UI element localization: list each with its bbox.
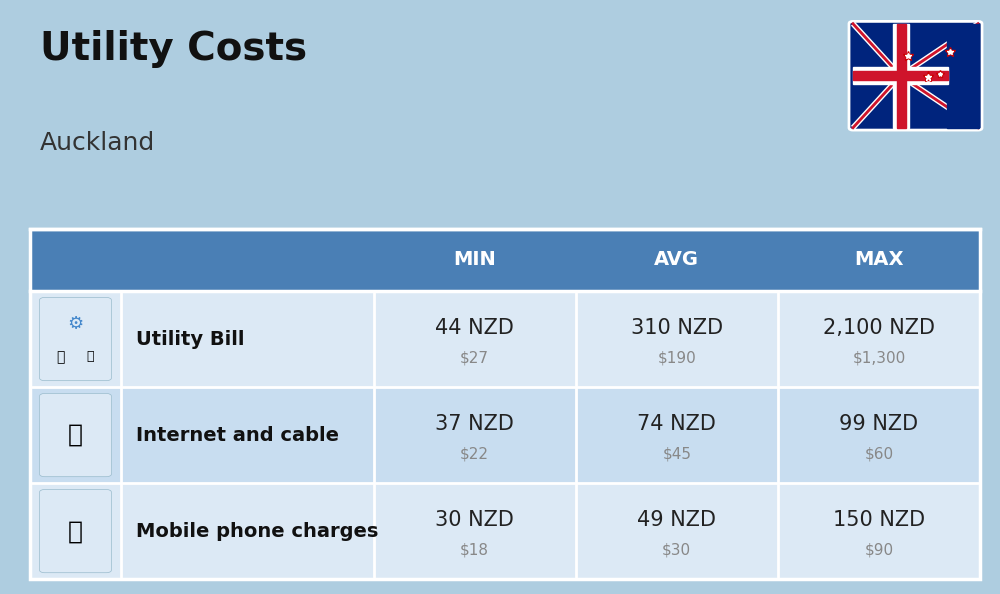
Text: 2,100 NZD: 2,100 NZD (823, 318, 935, 337)
Text: AVG: AVG (654, 251, 699, 269)
Text: $27: $27 (460, 351, 489, 366)
Text: MIN: MIN (453, 251, 496, 269)
Text: $190: $190 (657, 351, 696, 366)
Text: 99 NZD: 99 NZD (839, 413, 918, 434)
Text: $60: $60 (864, 447, 893, 462)
FancyBboxPatch shape (39, 298, 111, 381)
Bar (853, 71, 948, 80)
Text: MAX: MAX (854, 251, 904, 269)
Text: 74 NZD: 74 NZD (637, 413, 716, 434)
Text: ⚙: ⚙ (67, 315, 84, 333)
Text: $30: $30 (662, 543, 691, 558)
Text: 30 NZD: 30 NZD (435, 510, 514, 530)
FancyBboxPatch shape (30, 483, 980, 579)
Text: 44 NZD: 44 NZD (435, 318, 514, 337)
Text: $1,300: $1,300 (852, 351, 906, 366)
FancyBboxPatch shape (39, 489, 111, 573)
Text: 📱: 📱 (68, 519, 83, 543)
FancyBboxPatch shape (849, 21, 982, 130)
FancyBboxPatch shape (30, 387, 980, 483)
Text: $22: $22 (460, 447, 489, 462)
Text: $18: $18 (460, 543, 489, 558)
Text: Utility Bill: Utility Bill (136, 330, 244, 349)
FancyBboxPatch shape (30, 291, 980, 387)
Text: $45: $45 (662, 447, 691, 462)
Text: 49 NZD: 49 NZD (637, 510, 716, 530)
Text: 310 NZD: 310 NZD (631, 318, 723, 337)
Bar (947, 24, 979, 128)
Text: Mobile phone charges: Mobile phone charges (136, 522, 378, 541)
FancyBboxPatch shape (30, 229, 980, 291)
Text: 💧: 💧 (87, 350, 94, 364)
Bar (897, 24, 906, 128)
Text: $90: $90 (864, 543, 893, 558)
Text: Utility Costs: Utility Costs (40, 30, 307, 68)
Bar (893, 24, 909, 128)
Bar (853, 68, 948, 84)
Text: 37 NZD: 37 NZD (435, 413, 514, 434)
Text: Internet and cable: Internet and cable (136, 426, 339, 444)
FancyBboxPatch shape (39, 393, 111, 476)
Text: 🔌: 🔌 (56, 350, 65, 364)
Text: 150 NZD: 150 NZD (833, 510, 925, 530)
Text: Auckland: Auckland (40, 131, 155, 154)
Text: 📡: 📡 (68, 423, 83, 447)
